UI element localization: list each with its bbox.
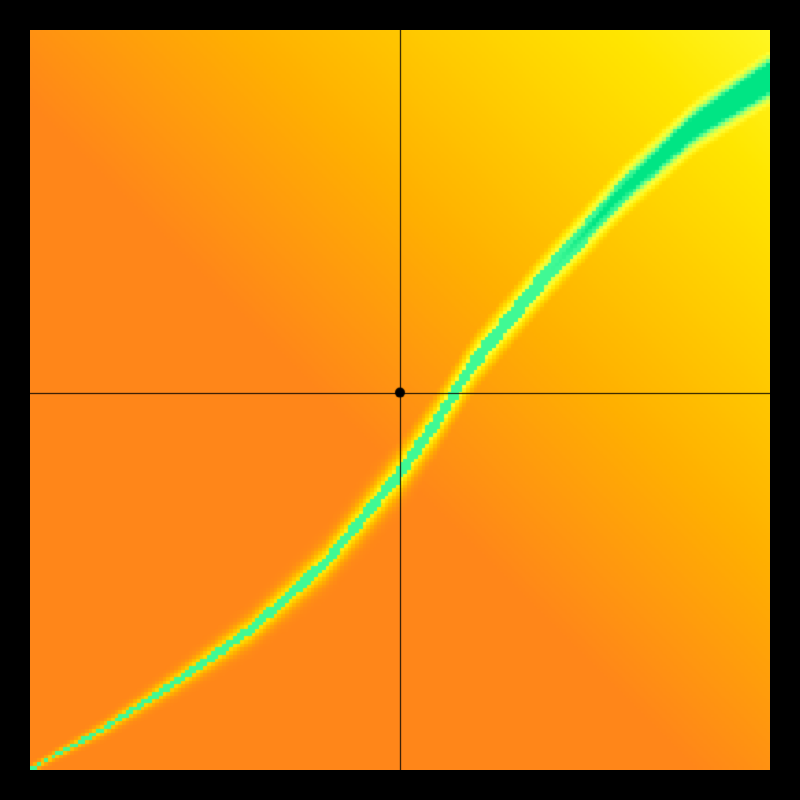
bottleneck-heatmap	[30, 30, 770, 770]
chart-container: TheBottleneck.com	[0, 0, 800, 800]
watermark-text: TheBottleneck.com	[539, 2, 770, 31]
